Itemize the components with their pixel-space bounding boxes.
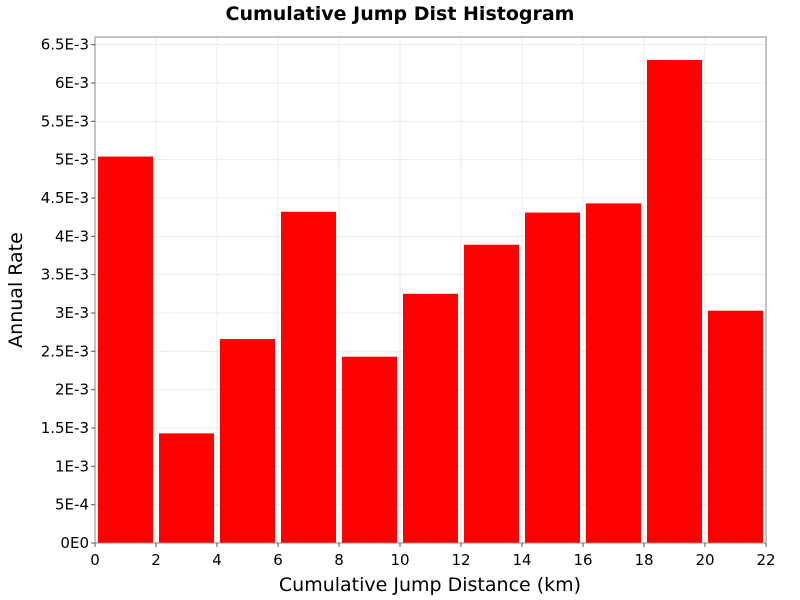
- histogram-bar: [647, 60, 702, 543]
- x-tick-label: 18: [634, 551, 653, 569]
- histogram-bar: [464, 244, 519, 543]
- y-tick-label: 2E-3: [55, 381, 89, 399]
- y-tick-label: 1E-3: [55, 457, 89, 475]
- x-tick-label: 16: [573, 551, 592, 569]
- histogram-bar: [525, 212, 580, 544]
- x-tick-label: 8: [334, 551, 344, 569]
- x-tick-label: 12: [451, 551, 470, 569]
- histogram-bar: [159, 433, 214, 543]
- histogram-bar: [220, 339, 275, 543]
- y-tick-label: 3.5E-3: [41, 266, 89, 284]
- y-tick-label: 5E-3: [55, 151, 89, 169]
- y-tick-label: 6E-3: [55, 74, 89, 92]
- y-tick-label: 0E0: [60, 534, 89, 552]
- y-tick-label: 4E-3: [55, 227, 89, 245]
- plot-border: [94, 36, 767, 544]
- histogram-bar: [281, 211, 336, 544]
- x-tick-label: 22: [756, 551, 775, 569]
- y-tick-label: 5E-4: [55, 496, 89, 514]
- x-tick-label: 6: [273, 551, 283, 569]
- histogram-bar: [98, 156, 153, 543]
- histogram-bar: [708, 310, 763, 543]
- y-tick-label: 5.5E-3: [41, 112, 89, 130]
- y-tick-label: 6.5E-3: [41, 36, 89, 54]
- plot-area: 0 2 4 6 8 10 12 14 16 18 20 22 0E0 5E-4 1E-3 1.5E-3 2E-3…: [41, 36, 776, 569]
- x-tick-label: 0: [90, 551, 100, 569]
- histogram-bar: [586, 203, 641, 543]
- x-tick-label: 2: [151, 551, 161, 569]
- histogram-bar: [342, 356, 397, 543]
- chart-title: Cumulative Jump Dist Histogram: [226, 3, 575, 25]
- y-tick-label: 2.5E-3: [41, 342, 89, 360]
- histogram-bar: [403, 293, 458, 543]
- x-tick-label: 20: [695, 551, 714, 569]
- x-tick-label: 14: [512, 551, 531, 569]
- x-axis-label: Cumulative Jump Distance (km): [279, 574, 581, 596]
- x-tick-label: 10: [390, 551, 409, 569]
- y-tick-label: 1.5E-3: [41, 419, 89, 437]
- y-tick-label: 3E-3: [55, 304, 89, 322]
- x-tick-label: 4: [212, 551, 222, 569]
- y-axis-label: Annual Rate: [5, 232, 27, 348]
- y-tick-label: 4.5E-3: [41, 189, 89, 207]
